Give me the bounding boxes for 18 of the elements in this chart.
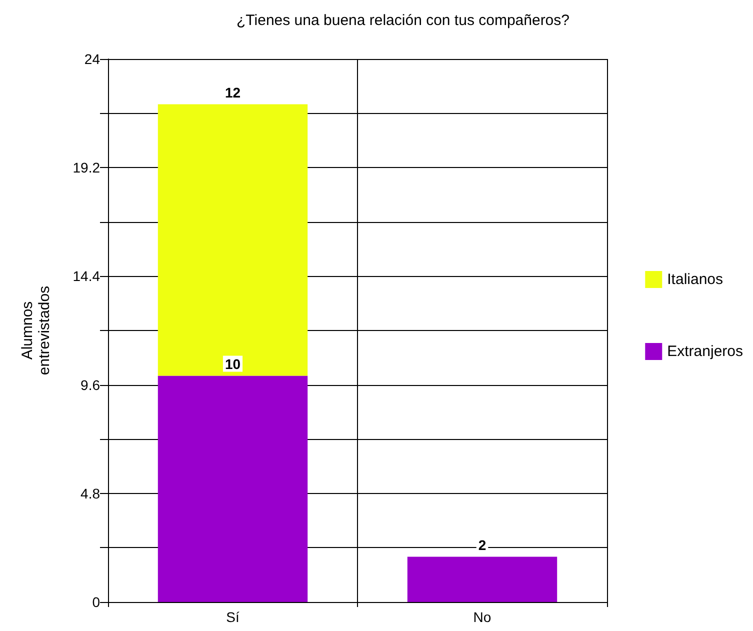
y-tick-label: 4.8: [80, 485, 100, 502]
x-tick-label: Sí: [226, 609, 240, 625]
data-label: 2: [478, 536, 486, 553]
x-tick-label: No: [473, 609, 492, 625]
legend-label: Extranjeros: [667, 343, 744, 360]
y-tick-label: 9.6: [80, 376, 100, 393]
y-tick-label: 19.2: [72, 160, 100, 176]
bar: [158, 104, 308, 376]
y-tick-label: 14.4: [72, 268, 100, 284]
data-label: 12: [224, 84, 241, 100]
bar: [158, 376, 308, 602]
y-axis-title: Alumnos entrevistados: [19, 286, 53, 376]
legend-label: Italianos: [667, 271, 724, 288]
y-tick-label: 0: [92, 594, 100, 610]
data-label: 10: [224, 356, 241, 372]
y-tick-label: 24: [84, 51, 100, 67]
chart-title: ¿Tienes una buena relación con tus compañeros?: [236, 12, 570, 29]
bar: [407, 556, 558, 602]
